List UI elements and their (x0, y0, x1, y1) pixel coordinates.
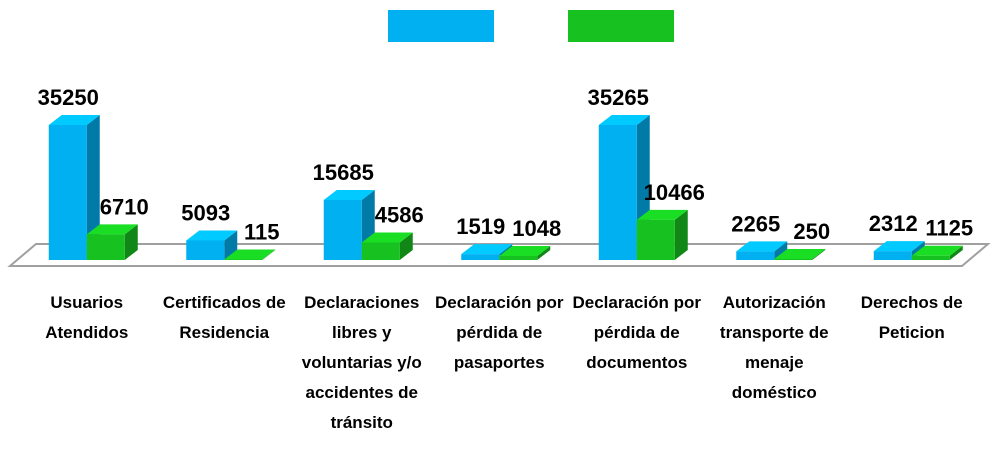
bar-top (598, 115, 650, 125)
bar-front (873, 251, 912, 260)
bar (636, 209, 688, 260)
bar-top (774, 249, 826, 260)
bar-front (86, 234, 125, 260)
bar-front (323, 199, 362, 260)
bar-side (399, 232, 413, 260)
bar (911, 245, 963, 260)
x-tick-label: Autorización transporte de menaje domést… (719, 293, 829, 402)
x-tick-label: Derechos de Peticion (860, 293, 963, 342)
value-label: 2312 (869, 211, 918, 236)
bar-front (461, 254, 500, 260)
bar (774, 249, 826, 260)
bar-top (361, 232, 413, 243)
bar (736, 241, 788, 260)
value-label: 35250 (38, 85, 99, 110)
bar-top (873, 241, 925, 252)
value-label: 35265 (588, 85, 649, 110)
value-label: 115 (244, 220, 280, 245)
bar-side (537, 245, 551, 260)
value-label: 6710 (100, 194, 149, 219)
bar-top (48, 115, 100, 126)
value-label: 1519 (456, 214, 505, 239)
value-label: 1125 (925, 216, 973, 241)
bar-front (736, 251, 775, 260)
x-tick-label: Usuarios Atendidos (45, 293, 129, 342)
bar-top (461, 244, 513, 255)
bar-top (224, 249, 276, 260)
bar (361, 232, 413, 260)
bar-front (774, 259, 813, 260)
bar-top (636, 209, 688, 220)
bar-side (262, 249, 276, 260)
legend-swatch (568, 10, 674, 42)
x-tick-label: Declaración por pérdida de documentos (572, 293, 702, 372)
bar-top (499, 245, 551, 256)
bar-front (499, 255, 538, 260)
bar-top (911, 245, 963, 256)
bar-side (124, 224, 138, 260)
bar-top (86, 224, 138, 235)
bar-front (636, 219, 675, 260)
bar-side (86, 115, 100, 260)
bar (186, 230, 238, 260)
x-tick-label: Declaración por pérdida de pasaportes (435, 293, 564, 372)
bar-top (736, 241, 788, 252)
bar (323, 189, 375, 260)
bar-side (224, 230, 238, 260)
value-label: 5093 (181, 201, 230, 226)
bar-front (361, 242, 400, 260)
x-tick-label: Certificados de Residencia (162, 293, 286, 342)
bar-side (812, 249, 826, 260)
bar (224, 249, 276, 260)
bar-front (48, 125, 87, 260)
value-label: 10466 (644, 180, 705, 205)
x-tick-label: Declaraciones libres y voluntarias y/o a… (301, 293, 422, 432)
bar-side (674, 209, 688, 260)
value-label: 1048 (512, 216, 561, 241)
bar-side (774, 241, 788, 260)
bar-top (186, 230, 238, 241)
value-label: 4586 (375, 202, 424, 227)
bar (48, 115, 100, 260)
bar (86, 224, 138, 260)
value-label: 250 (793, 219, 830, 244)
bar-side (949, 245, 963, 260)
bar-top (323, 189, 375, 200)
value-label: 15685 (313, 160, 374, 185)
value-label: 2265 (731, 211, 780, 236)
bar-front (186, 240, 225, 260)
legend-swatch (388, 10, 494, 42)
bar (499, 245, 551, 260)
bar-front (598, 125, 637, 260)
bar-front (911, 255, 950, 260)
